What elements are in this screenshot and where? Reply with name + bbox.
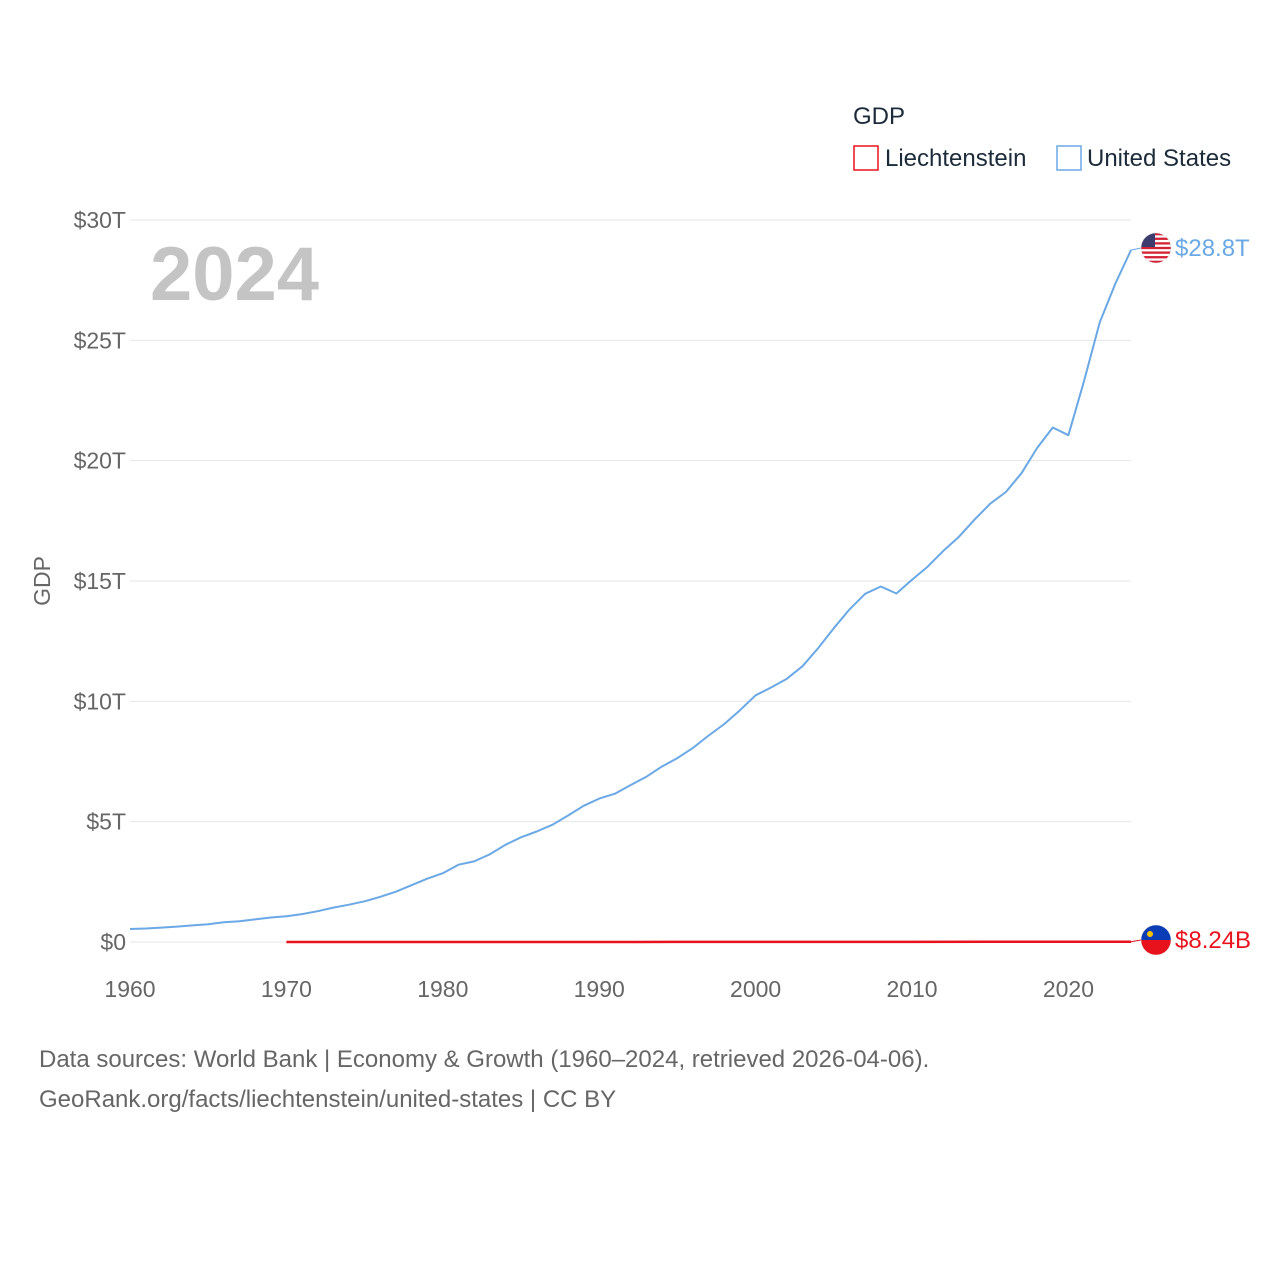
liechtenstein-flag-icon [1140, 924, 1172, 956]
y-tick-label: $30T [74, 207, 126, 233]
end-connector [1130, 939, 1142, 943]
y-tick-label: $20T [74, 448, 126, 474]
end-value-label: $8.24B [1175, 927, 1251, 954]
y-axis: $0 $5T $10T $15T $20T $25T $30T [74, 207, 126, 955]
series-line-united-states[interactable] [129, 249, 1132, 930]
legend-swatch-liechtenstein [853, 145, 879, 171]
series-lines [129, 249, 1132, 944]
series-end-markers: $28.8T $8.24B [1130, 232, 1251, 956]
x-tick-label: 1990 [574, 976, 625, 1002]
end-connector [1130, 247, 1142, 251]
legend-label-united-states: United States [1087, 145, 1231, 172]
y-axis-title: GDP [29, 556, 55, 606]
x-axis: 1960 1970 1980 1990 2000 2010 2020 [104, 976, 1094, 1002]
y-tick-label: $10T [74, 688, 126, 714]
footer-sources: Data sources: World Bank | Economy & Gro… [39, 1046, 930, 1073]
data-source-footer: Data sources: World Bank | Economy & Gro… [39, 1040, 929, 1120]
x-tick-label: 1980 [417, 976, 468, 1002]
x-tick-label: 1960 [104, 976, 155, 1002]
legend-label-liechtenstein: Liechtenstein [885, 145, 1026, 172]
year-watermark: 2024 [150, 232, 319, 317]
y-tick-label: $0 [100, 929, 126, 955]
footer-attribution[interactable]: GeoRank.org/facts/liechtenstein/united-s… [39, 1086, 617, 1113]
grid-lines [130, 219, 1131, 943]
legend: GDP Liechtenstein United States [853, 103, 1231, 172]
end-value-label: $28.8T [1175, 235, 1250, 262]
united-states-flag-icon [1140, 232, 1172, 264]
legend-item-united-states[interactable]: United States [1056, 145, 1231, 172]
legend-swatch-united-states [1056, 145, 1082, 171]
x-tick-label: 2000 [730, 976, 781, 1002]
x-tick-label: 1970 [261, 976, 312, 1002]
legend-item-liechtenstein[interactable]: Liechtenstein [853, 145, 1026, 172]
legend-title: GDP [853, 103, 905, 130]
y-tick-label: $5T [86, 809, 126, 835]
x-tick-label: 2010 [886, 976, 937, 1002]
x-tick-label: 2020 [1043, 976, 1094, 1002]
y-tick-label: $15T [74, 568, 126, 594]
y-tick-label: $25T [74, 327, 126, 353]
